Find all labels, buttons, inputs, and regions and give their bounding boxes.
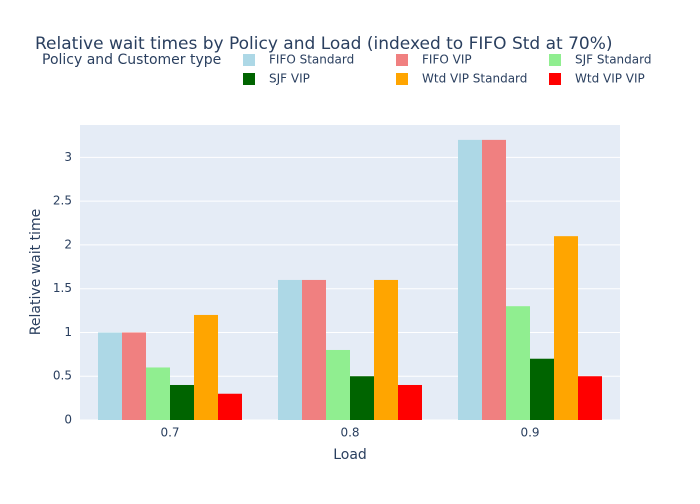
x-tick-label: 0.8: [340, 426, 359, 440]
legend-swatch: [243, 73, 255, 85]
legend-swatch: [549, 54, 561, 66]
bar: [194, 314, 218, 420]
y-tick-label: 0: [64, 413, 72, 427]
bar: [278, 279, 302, 420]
legend-label: SJF VIP: [269, 72, 310, 86]
legend-label: FIFO VIP: [422, 53, 472, 67]
legend-label: SJF Standard: [575, 53, 651, 67]
bar: [530, 358, 554, 420]
bar: [554, 236, 578, 420]
legend-swatch: [243, 54, 255, 66]
y-tick-label: 1.5: [53, 281, 72, 295]
bar: [170, 384, 194, 420]
legend-swatch: [396, 54, 408, 66]
y-axis-title: Relative wait time: [28, 209, 44, 335]
legend-swatch: [549, 73, 561, 85]
chart-title: Relative wait times by Policy and Load (…: [35, 34, 613, 54]
x-tick-label: 0.9: [520, 426, 539, 440]
bar: [578, 376, 602, 420]
legend-label: Wtd VIP VIP: [575, 72, 645, 86]
y-tick-label: 2.5: [53, 194, 72, 208]
bar: [122, 332, 146, 420]
y-tick-label: 1: [64, 325, 72, 339]
x-tick-label: 0.7: [160, 426, 179, 440]
bar: [458, 139, 482, 421]
bar: [146, 367, 170, 420]
legend-swatch: [396, 73, 408, 85]
bar: [326, 349, 350, 420]
y-tick-label: 3: [64, 150, 72, 164]
y-tick-label: 2: [64, 237, 72, 251]
bar: [482, 139, 506, 421]
bar: [350, 376, 374, 420]
bar: [398, 384, 422, 420]
bar: [98, 332, 122, 420]
legend-title: Policy and Customer type: [42, 52, 221, 68]
bar: [374, 279, 398, 420]
legend-label: Wtd VIP Standard: [422, 72, 527, 86]
x-axis-title: Load: [333, 447, 367, 463]
bar: [218, 393, 242, 420]
bar: [302, 279, 326, 420]
bar: [506, 306, 530, 420]
legend-label: FIFO Standard: [269, 53, 354, 67]
y-tick-label: 0.5: [53, 369, 72, 383]
